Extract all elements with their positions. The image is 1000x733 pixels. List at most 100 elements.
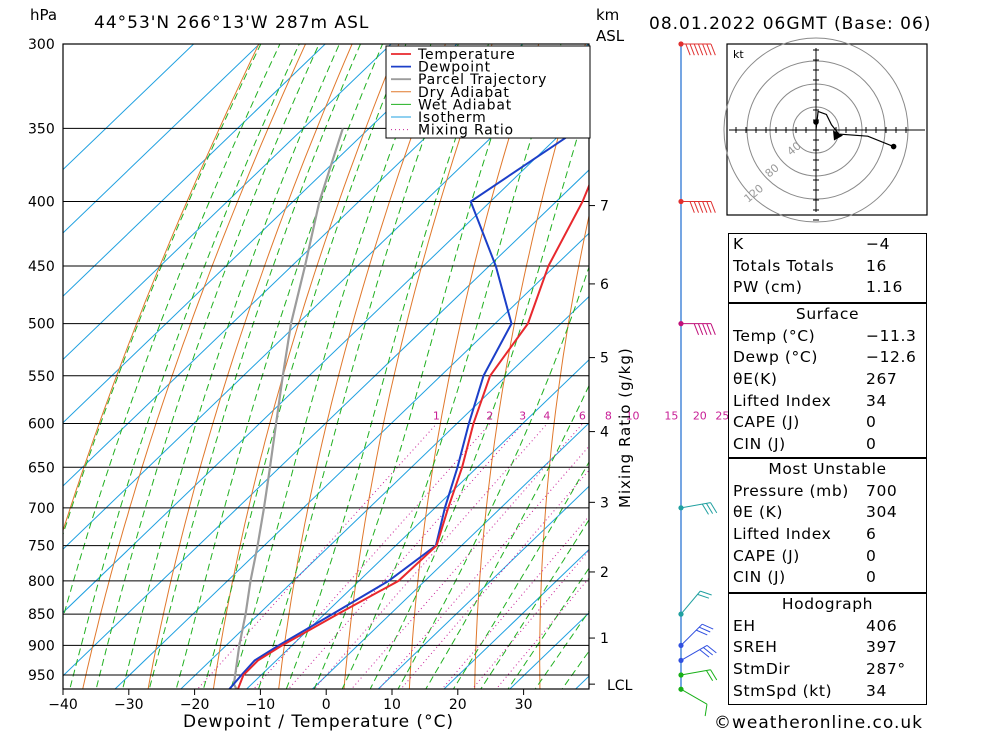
index-value: 0	[866, 546, 877, 565]
pressure-label: 600	[28, 416, 55, 432]
pressure-label: 700	[28, 501, 55, 517]
isotherm-line	[63, 44, 195, 171]
index-label: CAPE (J)	[733, 546, 800, 565]
wet-adiabat-line	[122, 44, 340, 689]
wind-barb-feather	[706, 323, 712, 336]
lcl-label: LCL	[607, 678, 633, 694]
wind-barb-feather	[705, 503, 714, 514]
x-tick-label: −20	[180, 697, 210, 713]
index-label: CIN (J)	[733, 435, 786, 454]
wind-barb-feather	[696, 629, 708, 636]
wind-barb-feather	[710, 669, 718, 681]
x-tick-label: −30	[114, 697, 144, 713]
mixing-ratio-line	[495, 577, 589, 689]
index-label: θE(K)	[733, 370, 778, 389]
hodograph-unit: kt	[733, 48, 744, 61]
hodograph-start-point	[813, 119, 819, 125]
mixing-ratio-label: 20	[693, 409, 707, 422]
wind-barb-feather	[704, 704, 708, 717]
index-row: Dewp (°C) −12.6	[729, 347, 926, 369]
index-row: Pressure (mb) 700	[729, 481, 926, 503]
index-row: EH 406	[729, 616, 926, 638]
index-row: StmSpd (kt) 34	[729, 681, 926, 703]
x-tick-label: −10	[246, 697, 276, 713]
isotherm-line	[311, 422, 589, 689]
legend-entry: Wet Adiabat	[418, 97, 512, 113]
index-label: StmDir	[733, 660, 791, 679]
storm-motion-arrow	[833, 130, 843, 141]
mixing-ratio-line	[253, 423, 491, 689]
indices-hodograph: Hodograph EH 406 SREH 397 StmDir 287° StmSpd (…	[728, 593, 927, 705]
index-row: Temp (°C) −11.3	[729, 326, 926, 348]
wind-barb-feather	[702, 623, 714, 630]
most-unstable-title: Most Unstable	[768, 460, 887, 478]
wind-barb-feather	[710, 323, 716, 336]
km-tick-label: 6	[600, 277, 609, 293]
wet-adiabat-line	[534, 610, 589, 689]
wind-barb-feather	[706, 43, 712, 56]
indices-general: K −4 Totals Totals 16 PW (cm) 1.16	[728, 233, 927, 303]
index-value: 700	[866, 481, 898, 500]
wind-barb	[680, 644, 708, 661]
index-label: Lifted Index	[733, 391, 832, 410]
wind-barb-feather	[697, 43, 704, 56]
pressure-label: 450	[28, 259, 55, 275]
index-value: 0	[866, 568, 877, 587]
index-label: Temp (°C)	[733, 326, 816, 345]
index-label: Totals Totals	[733, 256, 835, 275]
pressure-label: 650	[28, 460, 55, 476]
wind-barb-feather	[702, 43, 708, 56]
wet-adiabat-line	[63, 44, 262, 536]
index-value: 16	[866, 256, 887, 275]
legend-entry: Temperature	[417, 47, 515, 63]
mixing-ratio-line	[378, 445, 589, 689]
mixing-ratio-axis-label: Mixing Ratio (g/kg)	[616, 347, 634, 508]
wind-barb	[680, 502, 711, 509]
wind-barb-feather	[697, 593, 710, 599]
index-value: 287°	[866, 660, 906, 679]
surface-title: Surface	[795, 305, 860, 323]
hodograph-title: Hodograph	[781, 595, 874, 613]
isotherm-line	[377, 485, 589, 689]
mixing-ratio-label: 1	[433, 409, 440, 422]
wet-adiabat-line	[230, 44, 432, 689]
index-value: −4	[866, 235, 891, 253]
hodograph-end-point	[890, 143, 897, 150]
isotherm-line	[443, 548, 589, 689]
index-row: Lifted Index 6	[729, 524, 926, 546]
wind-barb	[680, 669, 711, 676]
index-label: K	[733, 235, 744, 253]
index-value: 34	[866, 681, 887, 700]
index-label: θE (K)	[733, 503, 784, 522]
index-value: 397	[866, 638, 898, 657]
wind-barb-feather	[685, 43, 691, 56]
hpa-label: hPa	[30, 6, 57, 24]
wind-barb-feather	[689, 43, 695, 56]
pressure-label: 800	[28, 574, 55, 590]
index-value: 304	[866, 503, 898, 522]
mixing-ratio-line	[350, 423, 584, 689]
wet-adiabat-line	[507, 567, 589, 689]
index-label: Dewp (°C)	[733, 348, 818, 367]
legend-entry: Isotherm	[418, 110, 487, 126]
isotherm-line	[63, 169, 589, 677]
asl-label: ASL	[596, 27, 625, 45]
wet-adiabat-line	[561, 650, 589, 689]
mixing-ratio-label: 8	[605, 409, 612, 422]
x-tick-label: 10	[383, 697, 401, 713]
datetime-title: 08.01.2022 06GMT (Base: 06)	[649, 14, 931, 34]
pressure-label: 300	[28, 37, 55, 53]
index-row: K −4	[729, 234, 926, 256]
mixing-ratio-line	[313, 423, 548, 689]
wind-barb-feather	[710, 201, 716, 213]
pressure-label: 350	[28, 121, 55, 137]
mixing-ratio-line	[287, 423, 524, 689]
indices-most-unstable: Most Unstable Pressure (mb) 700 θE (K) 304 L…	[728, 458, 927, 593]
legend-entry: Mixing Ratio	[418, 123, 514, 139]
index-value: 406	[866, 616, 898, 635]
isotherm-line	[63, 106, 589, 614]
legend-box	[385, 45, 591, 139]
isotherm-line	[180, 295, 589, 689]
x-tick-label: 0	[322, 697, 331, 713]
